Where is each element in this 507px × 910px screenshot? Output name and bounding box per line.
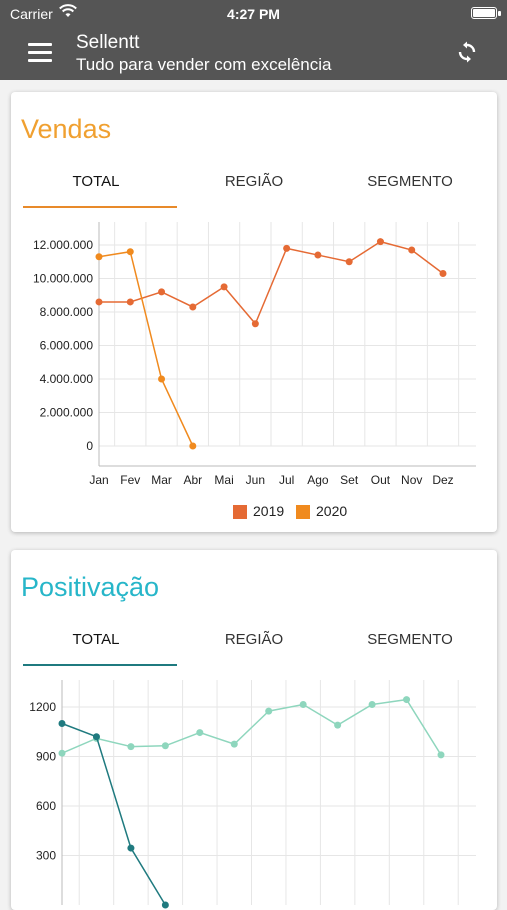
data-point [126,298,134,306]
vendas-tabs: TOTAL REGIÃO SEGMENTO [11,162,497,210]
data-point [403,696,411,704]
legend-label-2020: 2020 [316,503,348,519]
series-line-1 [61,722,167,906]
data-point [220,283,228,291]
positivacao-tabs: TOTAL REGIÃO SEGMENTO [11,620,497,668]
data-point [158,288,166,296]
positivacao-title: Positivação [21,572,160,602]
data-point [127,743,135,751]
x-tick-label: Fev [120,473,140,487]
data-point [439,269,447,277]
y-tick-label: 600 [36,799,56,813]
legend-swatch-2020 [296,505,310,519]
legend-swatch-2019 [233,505,247,519]
data-point [95,298,103,306]
x-tick-label: Ago [307,473,329,487]
battery-icon [471,7,497,19]
x-tick-label: Set [340,473,359,487]
data-point [158,375,166,383]
y-tick-label: 1200 [29,700,56,714]
series-line-0 [61,698,442,756]
data-point [161,742,169,750]
data-point [376,238,384,246]
app-title: Sellentt [76,32,140,53]
x-tick-label: Mar [151,473,172,487]
data-point [189,442,197,450]
y-tick-label: 10.000.000 [33,272,93,286]
x-tick-label: Jun [246,473,265,487]
app-subtitle: Tudo para vender com excelência [76,55,332,74]
y-tick-label: 4.000.000 [40,372,94,386]
data-point [345,258,353,266]
data-point [58,720,66,727]
x-tick-label: Out [371,473,391,487]
data-point [196,729,204,737]
data-point [189,303,197,311]
x-tick-label: Mai [214,473,233,487]
x-tick-label: Jan [89,473,108,487]
vendas-legend: 2019 2020 [11,502,497,522]
y-tick-label: 8.000.000 [40,305,94,319]
data-point [95,253,103,261]
data-point [161,901,169,909]
tab-vendas-segmento[interactable]: SEGMENTO [367,173,453,190]
tab-vendas-regiao[interactable]: REGIÃO [224,173,284,190]
x-tick-label: Jul [279,473,294,487]
positivacao-chart: 1200 900 600 300 [29,680,476,909]
carrier-label: Carrier [10,6,53,22]
vendas-card: Vendas TOTAL REGIÃO SEGMENTO 12.000.000 1… [11,92,497,532]
series-line-0 [99,240,444,326]
data-point [265,707,273,715]
vendas-chart: 12.000.000 10.000.000 8.000.000 6.000.000 4.… [33,222,476,487]
y-tick-label: 900 [36,750,56,764]
battery-cap-icon [498,11,501,16]
data-point [299,701,307,709]
data-point [230,740,238,748]
data-point [408,246,416,254]
data-point [127,844,135,852]
x-tick-label: Nov [401,473,422,487]
data-point [314,251,322,259]
tab-positivacao-regiao[interactable]: REGIÃO [224,631,284,648]
positivacao-card: Positivação TOTAL REGIÃO SEGMENTO 1200 90… [11,550,497,910]
series-line-1 [98,250,194,447]
positivacao-tab-indicator [23,664,177,666]
wifi-icon [58,3,78,22]
clock: 4:27 PM [227,6,280,22]
status-bar: Carrier 4:27 PM [0,0,507,28]
tab-positivacao-total[interactable]: TOTAL [72,631,120,648]
tab-vendas-total[interactable]: TOTAL [72,173,120,190]
vendas-title: Vendas [21,114,112,144]
y-tick-label: 2.000.000 [40,406,94,420]
tab-positivacao-segmento[interactable]: SEGMENTO [367,631,453,648]
legend-label-2019: 2019 [253,503,285,519]
y-tick-label: 0 [86,439,93,453]
sync-icon[interactable] [455,40,479,64]
y-tick-label: 300 [36,849,56,863]
data-point [58,749,66,757]
menu-icon[interactable] [28,43,52,63]
y-tick-label: 6.000.000 [40,339,94,353]
x-tick-label: Abr [183,473,202,487]
data-point [368,701,376,709]
data-point [126,248,134,256]
y-tick-label: 12.000.000 [33,238,93,252]
data-point [437,751,445,759]
data-point [92,733,100,741]
x-tick-label: Dez [432,473,453,487]
data-point [334,721,342,729]
vendas-tab-indicator [23,206,177,208]
data-point [251,320,259,328]
app-bar: Sellentt Tudo para vender com excelência [0,28,507,80]
data-point [283,244,291,252]
